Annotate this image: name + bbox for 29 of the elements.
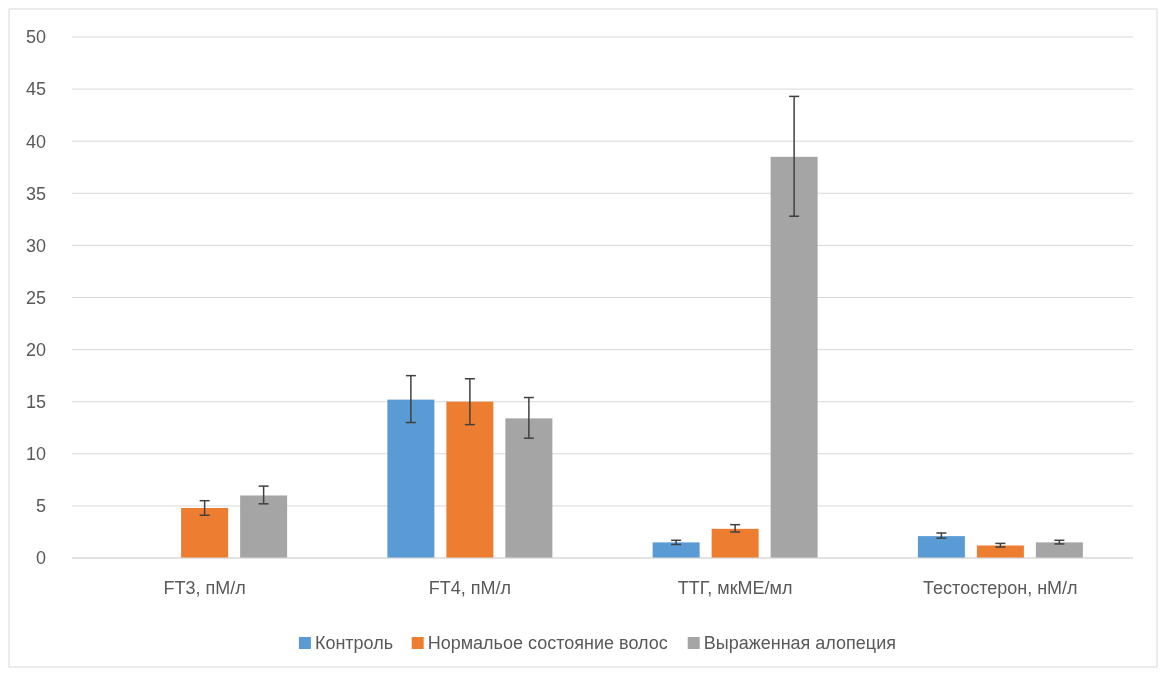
y-tick-label: 5 <box>35 496 46 517</box>
bar <box>446 401 494 558</box>
x-tick-label: Тестостерон, нМ/л <box>923 578 1078 598</box>
bar <box>711 528 759 558</box>
y-tick-label: 0 <box>35 548 46 569</box>
y-tick-label: 45 <box>25 79 46 100</box>
y-tick-label: 50 <box>25 27 46 48</box>
bar <box>770 156 818 558</box>
x-tick-label: FT4, пМ/л <box>428 578 511 598</box>
x-tick-label: FT3, пМ/л <box>163 578 246 598</box>
y-tick-label: 15 <box>25 392 46 412</box>
y-tick-label: 25 <box>25 287 46 308</box>
bar <box>917 536 965 558</box>
bar <box>505 418 553 558</box>
legend-label: Контроль <box>314 633 394 654</box>
legend-label: Нормальое состояние волос <box>427 633 668 654</box>
bar <box>976 545 1024 558</box>
bar <box>181 507 229 558</box>
x-tick-label: ТТГ, мкМЕ/мл <box>677 578 793 598</box>
bar <box>387 399 435 558</box>
legend-label: Выраженная алопеция <box>703 633 896 654</box>
y-tick-label: 35 <box>25 183 46 204</box>
y-tick-label: 20 <box>25 339 46 360</box>
y-tick-label: 30 <box>25 235 46 256</box>
bar <box>1035 542 1083 558</box>
bar <box>240 495 288 558</box>
bar <box>652 542 700 558</box>
y-tick-label: 40 <box>25 131 46 152</box>
y-tick-label: 10 <box>25 444 46 465</box>
